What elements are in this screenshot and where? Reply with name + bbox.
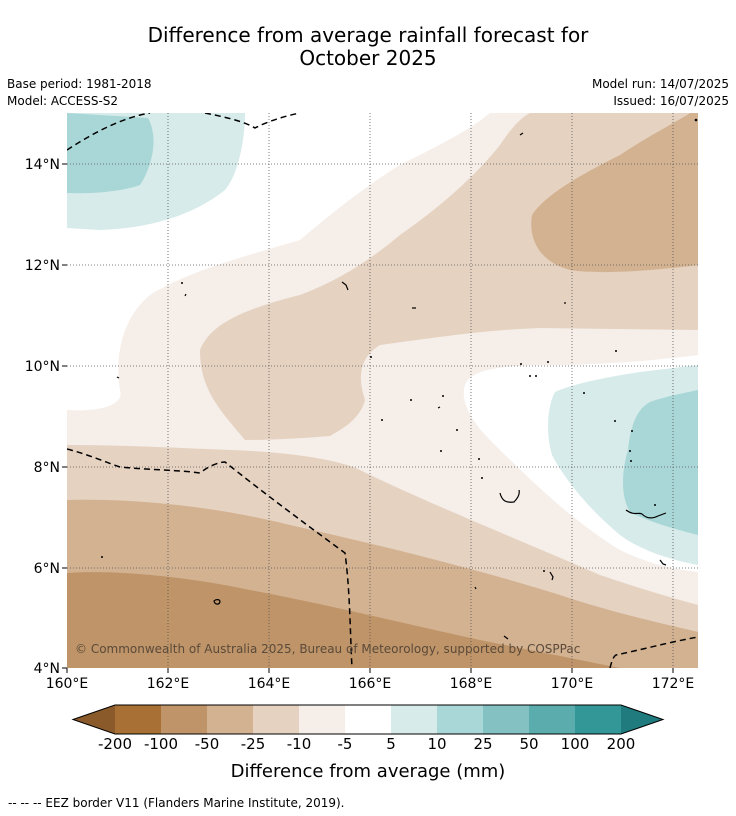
lat-label: 8°N [34, 460, 60, 476]
colorbar-tick-label: 100 [560, 735, 590, 753]
colorbar-tick-label: -25 [240, 735, 266, 753]
colorbar-tick-label: 50 [519, 735, 539, 753]
colorbar-segment [253, 705, 299, 734]
colorbar-segment [437, 705, 483, 734]
colorbar-segment [115, 705, 161, 734]
lon-label: 164°E [248, 676, 291, 692]
lon-labels: 160°E 162°E 164°E 166°E 168°E 170°E 172°… [46, 676, 695, 692]
colorbar-tick-label: 10 [427, 735, 447, 753]
colorbar-segment [161, 705, 207, 734]
small-islands [101, 118, 698, 572]
copyright-text: © Commonwealth of Australia 2025, Bureau… [75, 642, 580, 656]
colorbar-tick-label: -100 [143, 735, 179, 753]
band-minus50-top-right [531, 113, 698, 273]
lat-label: 10°N [25, 359, 60, 375]
lon-label: 170°E [551, 676, 594, 692]
colorbar-tick-label: -5 [337, 735, 353, 753]
rainfall-contours [67, 113, 698, 668]
model-name: Model: ACCESS-S2 [7, 94, 119, 108]
colorbar-tick-label: -200 [97, 735, 133, 753]
colorbar-tick-label: -10 [286, 735, 312, 753]
colorbar-outline [71, 704, 665, 735]
lon-label: 168°E [450, 676, 493, 692]
colorbar-segment [529, 705, 575, 734]
lat-label: 14°N [25, 157, 60, 173]
colorbar-arrow-high [621, 705, 663, 734]
issued-date: Issued: 16/07/2025 [613, 94, 729, 108]
eez-borders [67, 113, 698, 668]
lon-label: 172°E [652, 676, 695, 692]
base-period: Base period: 1981-2018 [7, 77, 152, 91]
axis-ticks [62, 163, 674, 673]
colorbar-segment [207, 705, 253, 734]
colorbar-tick-label: 200 [606, 735, 636, 753]
lon-label: 166°E [349, 676, 392, 692]
colorbar-tick-label: -50 [194, 735, 220, 753]
islands [116, 132, 667, 640]
model-run: Model run: 14/07/2025 [591, 77, 729, 91]
title-line-2: October 2025 [299, 46, 437, 70]
colorbar-segment [575, 705, 621, 734]
colorbar-segment [483, 705, 529, 734]
colorbar [71, 704, 665, 735]
colorbar-segment [391, 705, 437, 734]
eez-legend-note: -- -- -- EEZ border V11 (Flanders Marine… [8, 796, 345, 810]
colorbar-segment [299, 705, 345, 734]
graticule [67, 113, 698, 668]
band-plus10-right [623, 390, 698, 535]
lat-label: 6°N [34, 561, 60, 577]
colorbar-tick-label: 5 [386, 735, 396, 753]
band-minus100-bottom [67, 572, 620, 668]
lat-labels: 14°N 12°N 10°N 8°N 6°N 4°N [25, 157, 60, 677]
band-plus10-top-left [67, 113, 154, 194]
lon-label: 160°E [46, 676, 89, 692]
colorbar-segment [345, 705, 391, 734]
colorbar-label: Difference from average (mm) [230, 761, 506, 782]
colorbar-tick-label: 25 [473, 735, 493, 753]
lon-label: 162°E [147, 676, 190, 692]
colorbar-arrow-low [73, 705, 115, 734]
lat-label: 12°N [25, 258, 60, 274]
lat-label: 4°N [34, 661, 60, 677]
title-line-1: Difference from average rainfall forecas… [147, 23, 589, 47]
